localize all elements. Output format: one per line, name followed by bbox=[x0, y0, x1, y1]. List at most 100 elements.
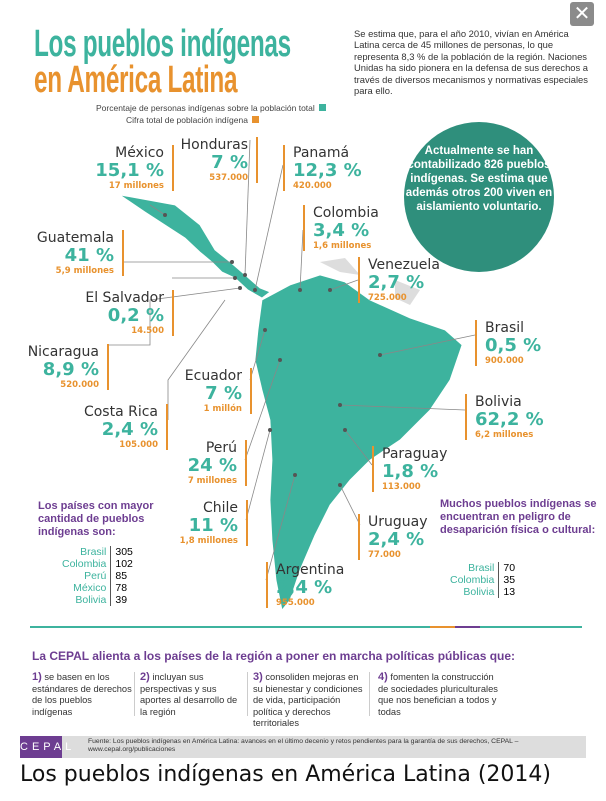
country-argentina: Argentina 2,4 % 955.000 bbox=[266, 562, 344, 608]
country-population: 6,2 millones bbox=[475, 430, 534, 440]
country-name: Venezuela bbox=[368, 257, 440, 273]
country-cell: Brasil bbox=[58, 546, 112, 558]
country-percent: 62,2 % bbox=[475, 409, 544, 430]
country-name: Costa Rica bbox=[83, 404, 158, 420]
column-divider bbox=[134, 672, 135, 716]
policy-4: 4) fomenten la construcción de sociedade… bbox=[378, 671, 503, 718]
country-name: Perú bbox=[205, 440, 237, 456]
location-dots bbox=[163, 213, 382, 487]
policy-1: 1) se basen en los estándares de derecho… bbox=[32, 671, 132, 718]
table-row: Colombia 102 bbox=[58, 558, 137, 570]
country-name: México bbox=[115, 145, 164, 161]
country-percent: 7 % bbox=[205, 383, 242, 404]
country-cell: Colombia bbox=[446, 574, 500, 586]
count-cell: 78 bbox=[115, 582, 128, 594]
country-percent: 1,8 % bbox=[382, 461, 439, 482]
map-central-america bbox=[119, 194, 271, 299]
country-brasil: Brasil 0,5 % 900.000 bbox=[475, 320, 541, 366]
country-percent: 8,9 % bbox=[42, 359, 99, 380]
policy-number: 1) bbox=[32, 671, 42, 683]
orange-square-icon bbox=[251, 116, 259, 123]
country-population: 1,6 millones bbox=[313, 241, 372, 251]
country-population: 900.000 bbox=[485, 356, 524, 366]
policy-3: 3) consoliden mejoras en su bienestar y … bbox=[253, 671, 365, 730]
country-cell: Bolivia bbox=[58, 594, 112, 606]
count-cell: 35 bbox=[503, 574, 516, 586]
most-peoples-table: Brasil 305 Colombia 102 Perú 85 México 78 Bo… bbox=[58, 546, 137, 606]
country-panama: Panamá 12,3 % 420.000 bbox=[283, 145, 362, 191]
country-population: 725.000 bbox=[368, 293, 407, 303]
country-cell: Colombia bbox=[58, 558, 112, 570]
policies-title: La CEPAL alienta a los países de la regi… bbox=[32, 649, 516, 663]
country-percent: 24 % bbox=[187, 455, 237, 476]
country-name: Chile bbox=[202, 500, 238, 516]
country-percent: 2,4 % bbox=[101, 419, 158, 440]
column-divider bbox=[247, 672, 248, 716]
country-percent: 3,4 % bbox=[313, 220, 370, 241]
country-honduras: Honduras 7 % 537.000 bbox=[178, 137, 258, 183]
country-percent: 11 % bbox=[188, 515, 238, 536]
policy-number: 4) bbox=[378, 671, 388, 683]
policy-number: 3) bbox=[253, 671, 263, 683]
country-name: Bolivia bbox=[475, 394, 522, 410]
close-button[interactable]: ✕ bbox=[570, 2, 594, 26]
count-cell: 70 bbox=[503, 562, 516, 574]
country-name: Ecuador bbox=[184, 368, 242, 384]
intro-text: Se estima que, para el año 2010, vivían … bbox=[354, 28, 589, 97]
country-name: Colombia bbox=[313, 205, 379, 221]
count-cell: 13 bbox=[503, 586, 516, 598]
country-costa-rica: Costa Rica 2,4 % 105.000 bbox=[74, 404, 168, 450]
column-divider bbox=[369, 672, 370, 716]
country-chile: Chile 11 % 1,8 millones bbox=[165, 500, 248, 546]
country-name: Honduras bbox=[180, 137, 248, 153]
country-population: 537.000 bbox=[209, 173, 248, 183]
policy-text: incluyan sus perspectivas y sus aportes … bbox=[140, 672, 238, 717]
policy-2: 2) incluyan sus perspectivas y sus aport… bbox=[140, 671, 245, 718]
country-guatemala: Guatemala 41 % 5,9 millones bbox=[30, 230, 124, 276]
country-venezuela: Venezuela 2,7 % 725.000 bbox=[358, 257, 440, 303]
country-name: Nicaragua bbox=[27, 344, 99, 360]
country-peru: Perú 24 % 7 millones bbox=[174, 440, 247, 486]
country-population: 420.000 bbox=[293, 181, 332, 191]
country-paraguay: Paraguay 1,8 % 113.000 bbox=[372, 446, 447, 492]
country-population: 5,9 millones bbox=[55, 266, 114, 276]
country-population: 113.000 bbox=[382, 482, 421, 492]
legend-population: Cifra total de población indígena bbox=[126, 115, 259, 125]
country-cell: México bbox=[58, 582, 112, 594]
country-name: Guatemala bbox=[36, 230, 114, 246]
most-peoples-title: Los países con mayor cantidad de pueblos… bbox=[38, 500, 154, 538]
table-row: Bolivia 13 bbox=[446, 586, 519, 598]
map-neighbor-region bbox=[320, 258, 360, 275]
country-population: 77.000 bbox=[368, 550, 401, 560]
country-population: 14.500 bbox=[131, 326, 164, 336]
leader-lines bbox=[107, 139, 476, 581]
table-row: México 78 bbox=[58, 582, 137, 594]
image-caption: Los pueblos indígenas en América Latina … bbox=[20, 762, 551, 787]
info-bubble: Actualmente se han contabilizado 826 pue… bbox=[404, 122, 554, 272]
country-percent: 41 % bbox=[64, 245, 114, 266]
map bbox=[107, 139, 476, 611]
map-neighbor-region bbox=[395, 280, 420, 305]
country-population: 955.000 bbox=[276, 598, 315, 608]
country-population: 1 millón bbox=[203, 404, 242, 414]
divider bbox=[30, 626, 582, 628]
country-name: El Salvador bbox=[85, 290, 164, 306]
country-mexico: México 15,1 % 17 millones bbox=[88, 145, 174, 191]
count-cell: 102 bbox=[115, 558, 133, 570]
country-population: 520.000 bbox=[60, 380, 99, 390]
country-percent: 2,4 % bbox=[276, 577, 333, 598]
country-name: Argentina bbox=[276, 562, 345, 578]
country-name: Uruguay bbox=[368, 514, 428, 530]
danger-title: Muchos pueblos indígenas se encuentran e… bbox=[440, 498, 597, 536]
source-text: Fuente: Los pueblos indígenas en América… bbox=[88, 738, 519, 753]
count-cell: 39 bbox=[115, 594, 128, 606]
footer-bar bbox=[20, 736, 586, 758]
country-percent: 2,7 % bbox=[368, 272, 425, 293]
country-population: 7 millones bbox=[187, 476, 237, 486]
country-percent: 0,2 % bbox=[107, 305, 164, 326]
country-nicaragua: Nicaragua 8,9 % 520.000 bbox=[20, 344, 109, 390]
country-uruguay: Uruguay 2,4 % 77.000 bbox=[358, 514, 428, 560]
policy-text: se basen en los estándares de derechos d… bbox=[32, 672, 132, 717]
table-row: Brasil 70 bbox=[446, 562, 519, 574]
country-percent: 0,5 % bbox=[485, 335, 542, 356]
